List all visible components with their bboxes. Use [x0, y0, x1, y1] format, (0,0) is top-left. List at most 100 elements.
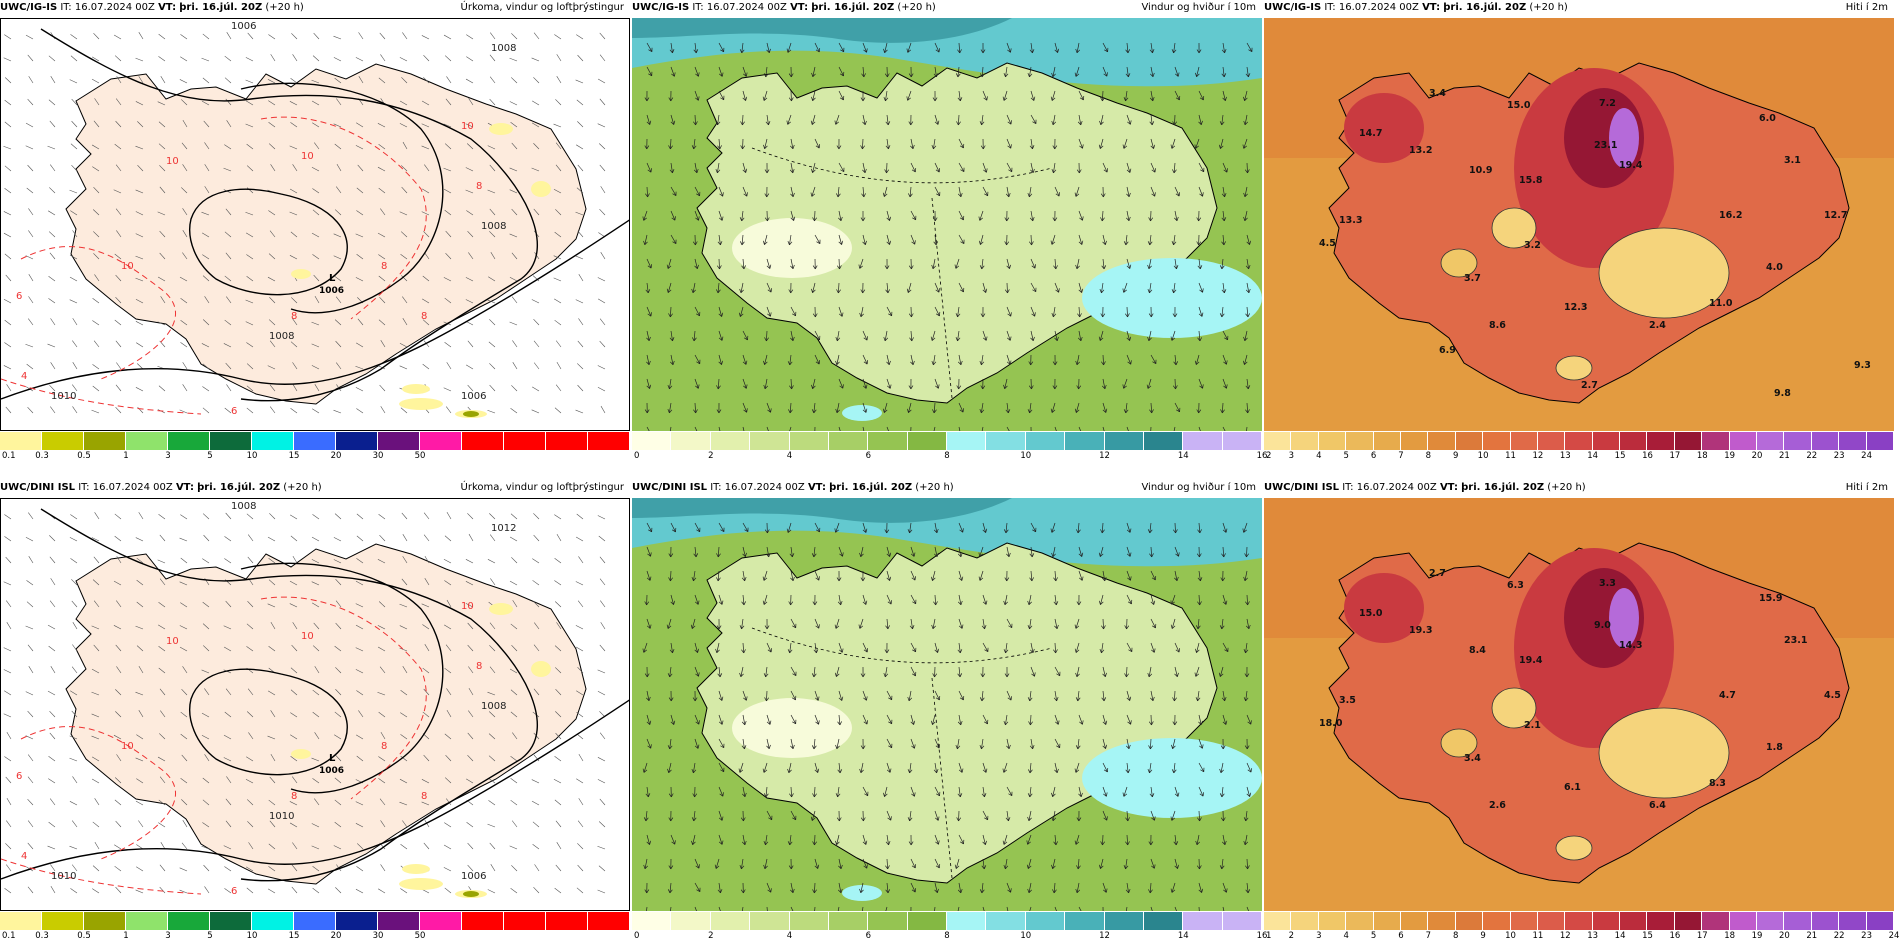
wind-arrow — [742, 786, 746, 797]
wind-arrow-head — [934, 649, 938, 653]
wind-arrow-head — [789, 145, 794, 150]
wind-arrow-head — [885, 865, 888, 870]
wind-arrow-head — [1076, 361, 1080, 366]
wind-barb — [115, 340, 122, 348]
wind-arrow-head — [1079, 97, 1084, 101]
wind-arrow-head — [888, 745, 892, 749]
map-canvas[interactable]: 3.4 14.7 13.2 10.9 15.0 7.2 6.0 3.1 23.1 19.4 15.8… — [1264, 18, 1894, 431]
wind-arrow-head — [1082, 720, 1084, 725]
wind-arrow-head — [1123, 289, 1127, 293]
map-canvas[interactable]: 1010 1008 1008 1008 1006 1006 10 10 10 8 8 8 6 6 4 10 8 L… — [0, 18, 630, 431]
wind-arrow-head — [954, 264, 957, 269]
wind-arrow-head — [814, 601, 818, 606]
wind-arrow-head — [1003, 529, 1007, 534]
wind-barb — [179, 276, 188, 282]
wind-barb — [444, 580, 452, 586]
wind-arrow-head — [1197, 577, 1201, 582]
wind-arrow — [1027, 834, 1032, 845]
temperature-value-label: 15.8 — [1519, 175, 1543, 186]
wind-arrow-head — [914, 792, 916, 797]
wind-barb — [158, 143, 166, 150]
wind-arrow-head — [982, 529, 986, 533]
wind-arrow — [670, 114, 675, 125]
wind-arrow-head — [908, 193, 911, 198]
wind-arrow-head — [1170, 336, 1173, 341]
lead-time: (+20 h) — [915, 482, 954, 493]
wind-arrow-head — [933, 241, 937, 246]
wind-barb — [224, 536, 232, 542]
wind-barb — [289, 580, 298, 586]
wind-arrow — [1150, 546, 1153, 558]
wind-arrow-head — [1197, 625, 1201, 630]
wind-arrow-head — [1028, 817, 1032, 822]
map-canvas[interactable] — [632, 18, 1262, 431]
wind-barb — [6, 820, 12, 828]
map-canvas[interactable]: 1010 1012 1010 1008 1008 1006 10 10 10 8 8 8 6 6 4 10 8 L… — [0, 498, 630, 911]
wind-arrow-head — [720, 97, 724, 101]
wind-arrow — [884, 786, 888, 797]
temperature-value-label: 9.3 — [1854, 360, 1871, 371]
wind-arrow — [1222, 522, 1227, 533]
wind-barb — [69, 254, 78, 260]
wind-panel-dini: UWC/DINI ISL IT: 16.07.2024 00Z VT: þri.… — [632, 480, 1267, 945]
colorbar-tick-label: 10 — [1505, 931, 1516, 941]
wind-barb — [510, 777, 518, 784]
wind-arrow-head — [767, 313, 771, 317]
wind-arrow-head — [1076, 529, 1079, 534]
wind-barb — [378, 254, 386, 260]
wind-arrow-head — [835, 336, 838, 341]
wind-arrow-head — [837, 601, 841, 606]
wind-arrow — [886, 810, 892, 821]
wind-arrow-head — [739, 625, 742, 630]
wind-arrow — [1171, 330, 1176, 341]
wind-arrow-head — [932, 577, 936, 581]
wind-barb — [489, 164, 496, 172]
wind-arrow-head — [1199, 817, 1202, 822]
temperature-value-label: 6.0 — [1759, 113, 1776, 124]
wind-arrow — [934, 162, 940, 173]
wind-arrow-head — [1170, 144, 1173, 149]
wind-arrow — [670, 834, 676, 845]
wind-arrow — [1078, 330, 1082, 341]
wind-arrow — [958, 402, 964, 413]
wind-barb — [509, 580, 518, 586]
wind-arrow — [1246, 378, 1249, 389]
wind-arrow — [1174, 858, 1178, 869]
wind-arrow-head — [667, 289, 672, 293]
wind-arrow — [1102, 762, 1108, 773]
map-canvas[interactable]: 2.7 15.0 19.3 8.4 6.3 3.3 15.9 23.1 9.0 14.3 19.4 4… — [1264, 498, 1894, 911]
wind-barb — [225, 820, 232, 828]
wind-barb — [247, 600, 254, 608]
wind-arrow-head — [647, 265, 652, 269]
isobar-label: 1010 — [51, 871, 76, 882]
wind-arrow — [910, 858, 916, 869]
wind-arrow — [884, 42, 888, 53]
wind-arrow-head — [1051, 97, 1056, 101]
colorbar-swatch — [632, 432, 672, 450]
wind-arrow-head — [1031, 313, 1035, 317]
temperature-value-label: 9.8 — [1774, 388, 1791, 399]
map-canvas[interactable] — [632, 498, 1262, 911]
wind-arrow-head — [667, 889, 671, 894]
wind-arrow — [835, 522, 840, 533]
wind-arrow — [932, 618, 936, 629]
wind-arrow-head — [938, 288, 940, 293]
wind-barb — [378, 711, 386, 718]
wind-arrow-head — [1076, 385, 1079, 390]
wind-arrow-head — [935, 385, 939, 389]
wind-arrow-head — [718, 217, 723, 221]
wind-arrow-head — [647, 289, 651, 294]
wind-barb — [269, 513, 276, 520]
init-time: IT: 16.07.2024 00Z — [710, 482, 805, 493]
wind-barb — [4, 756, 12, 762]
wind-barb — [289, 145, 298, 150]
wind-barb — [511, 865, 518, 872]
wind-arrow-head — [1007, 121, 1012, 125]
colorbar-swatch — [546, 432, 588, 450]
wind-arrow — [1003, 90, 1008, 101]
wind-arrow-head — [766, 265, 771, 269]
wind-arrow-head — [792, 576, 795, 581]
wind-arrow-head — [717, 889, 721, 894]
wind-arrow-head — [911, 265, 914, 270]
wind-barb — [554, 756, 562, 762]
